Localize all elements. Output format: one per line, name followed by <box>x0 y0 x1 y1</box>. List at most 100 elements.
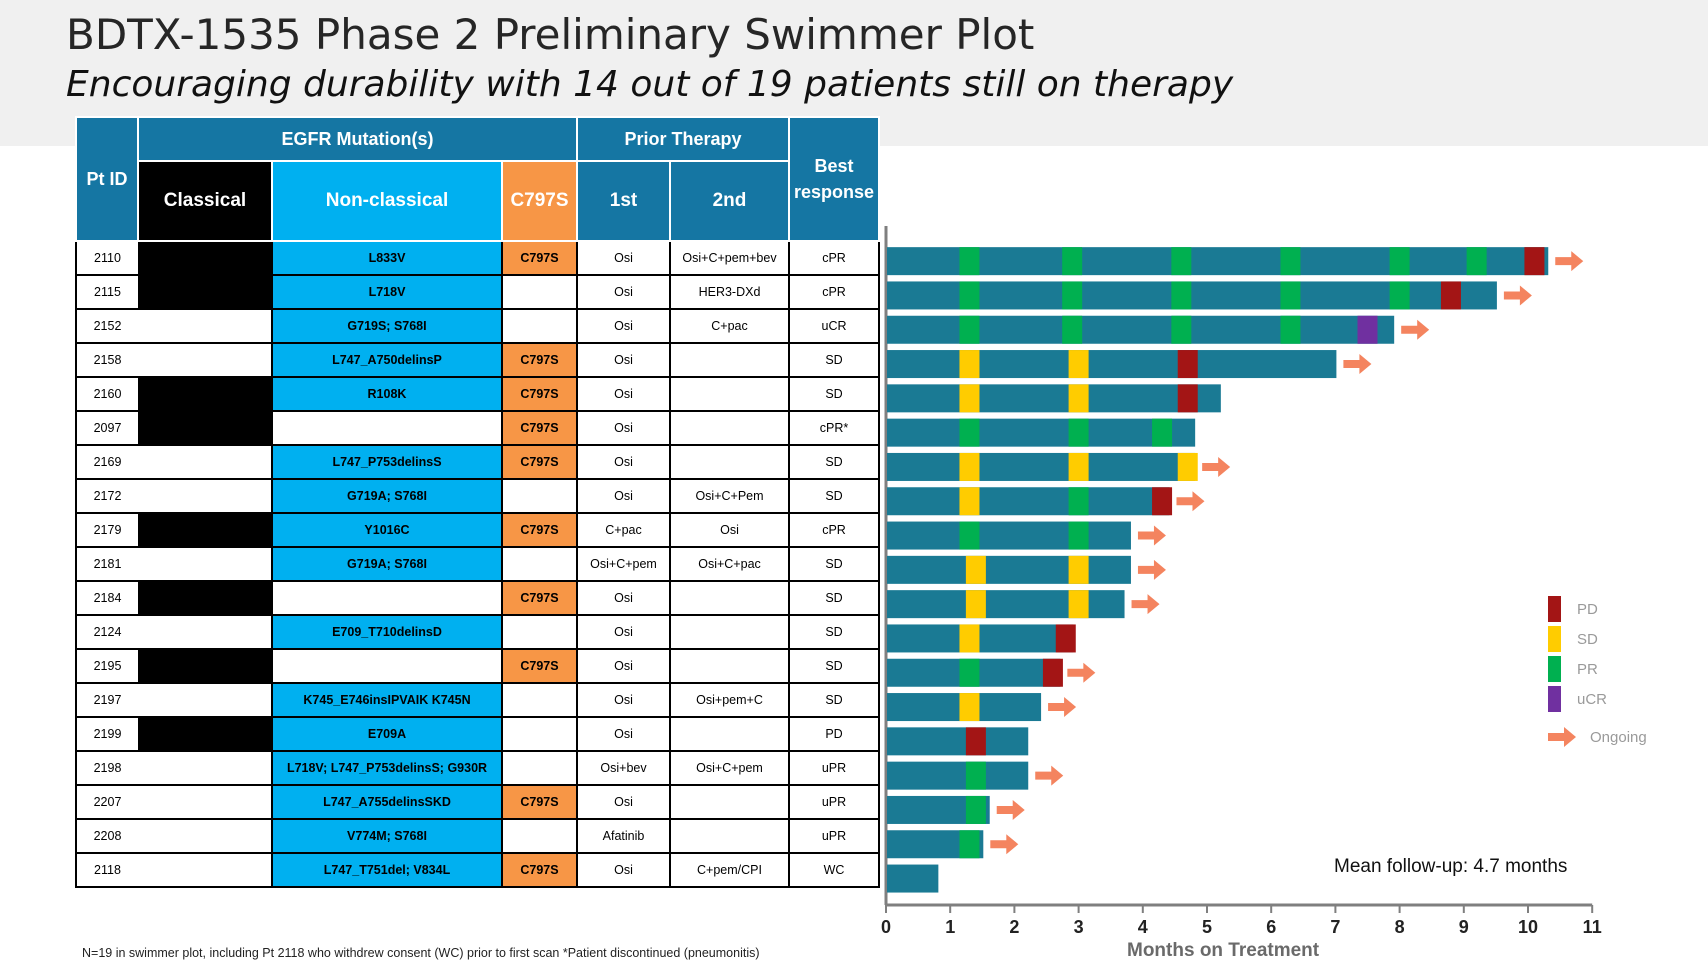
cell-nonclassical: V774M; S768I <box>271 819 502 854</box>
cell-prior-1st: Osi <box>577 445 671 480</box>
ongoing-arrow-icon <box>1176 491 1205 512</box>
cell-classical: Exon 19del <box>138 581 272 616</box>
assessment-marker-PD <box>1440 281 1461 310</box>
cell-prior-2nd <box>670 785 791 820</box>
cell-nonclassical: L833V <box>271 241 502 276</box>
x-tick-label: 5 <box>1202 917 1212 937</box>
assessment-marker-PR <box>1062 281 1083 310</box>
assessment-marker-PR <box>959 418 980 447</box>
cell-nonclassical: L747_A755delinsSKD <box>271 785 502 820</box>
cell-prior-2nd <box>670 649 791 684</box>
assessment-marker-PD <box>1524 247 1545 276</box>
cell-pt-id: 2124 <box>75 615 138 650</box>
cell-best-response: SD <box>789 479 881 514</box>
x-tick-label: 7 <box>1330 917 1340 937</box>
cell-pt-id: 2115 <box>75 275 138 310</box>
cell-best-response: SD <box>789 649 881 684</box>
table-row: 2208 V774M; S768I Afatinib uPR <box>75 819 881 854</box>
legend-item-PR: PR <box>1548 654 1668 684</box>
table-row: 2160 L858R R108K C797S Osi SD <box>75 377 881 412</box>
cell-prior-2nd <box>670 445 791 480</box>
cell-best-response: cPR <box>789 513 881 548</box>
assessment-marker-SD <box>959 452 980 481</box>
table-row: 2181 G719A; S768I Osi+C+pem Osi+C+pac SD <box>75 547 881 582</box>
cell-c797s <box>501 547 578 582</box>
assessment-marker-SD <box>1068 590 1089 619</box>
cell-prior-2nd <box>670 411 791 446</box>
cell-c797s: C797S <box>501 411 578 446</box>
assessment-marker-SD <box>1068 555 1089 584</box>
x-tick-label: 10 <box>1518 917 1538 937</box>
legend-swatch-uCR <box>1548 686 1561 712</box>
ongoing-arrow-icon <box>1048 697 1077 718</box>
assessment-marker-PR <box>1152 418 1173 447</box>
assessment-marker-SD <box>959 350 980 379</box>
cell-nonclassical: G719A; S768I <box>271 479 502 514</box>
patient-table: Pt ID EGFR Mutation(s) Prior Therapy Bes… <box>75 116 881 888</box>
cell-best-response: SD <box>789 581 881 616</box>
assessment-marker-SD <box>1068 384 1089 413</box>
cell-c797s: C797S <box>501 343 578 378</box>
assessment-marker-PD <box>1152 487 1173 516</box>
cell-classical <box>138 751 272 786</box>
cell-c797s <box>501 309 578 344</box>
cell-prior-1st: Afatinib <box>577 819 671 854</box>
cell-prior-1st: Osi+C+pem <box>577 547 671 582</box>
cell-nonclassical: L747_A750delinsP <box>271 343 502 378</box>
ongoing-arrow-icon <box>1401 319 1430 340</box>
table-row: 2169 L747_P753delinsS C797S Osi SD <box>75 445 881 480</box>
legend-label: SD <box>1577 630 1598 648</box>
cell-classical <box>138 615 272 650</box>
table-row: 2152 G719S; S768I Osi C+pac uCR <box>75 309 881 344</box>
cell-nonclassical: L718V; L747_P753delinsS; G930R <box>271 751 502 786</box>
assessment-marker-SD <box>965 555 986 584</box>
swimmer-bar-2152 <box>887 315 1395 344</box>
swimmer-bar-2124 <box>887 624 1074 653</box>
cell-prior-2nd: Osi+C+pem <box>670 751 791 786</box>
assessment-marker-PR <box>1280 281 1301 310</box>
ongoing-arrow-icon <box>1548 727 1576 747</box>
cell-best-response: SD <box>789 615 881 650</box>
header-second: 2nd <box>668 160 791 242</box>
cell-pt-id: 2195 <box>75 649 138 684</box>
cell-c797s <box>501 717 578 752</box>
cell-prior-2nd: Osi+C+pac <box>670 547 791 582</box>
cell-best-response: WC <box>789 853 881 888</box>
assessment-marker-PR <box>1280 247 1301 276</box>
assessment-marker-PR <box>959 830 980 859</box>
legend-item-PD: PD <box>1548 594 1668 624</box>
cell-prior-2nd: C+pem/CPI <box>670 853 791 888</box>
swimmer-bar-2169 <box>887 452 1196 481</box>
assessment-marker-PR <box>1062 315 1083 344</box>
cell-classical <box>138 853 272 888</box>
cell-prior-1st: Osi+bev <box>577 751 671 786</box>
cell-prior-2nd <box>670 343 791 378</box>
cell-best-response: PD <box>789 717 881 752</box>
cell-nonclassical: Y1016C <box>271 513 502 548</box>
cell-pt-id: 2097 <box>75 411 138 446</box>
swimmer-bar-2110 <box>887 247 1549 276</box>
table-row: 2158 L747_A750delinsP C797S Osi SD <box>75 343 881 378</box>
swimmer-bar-2184 <box>887 590 1125 619</box>
cell-best-response: SD <box>789 343 881 378</box>
cell-prior-2nd <box>670 581 791 616</box>
cell-prior-1st: Osi <box>577 649 671 684</box>
x-tick-label: 3 <box>1074 917 1084 937</box>
cell-classical: L858R <box>138 717 272 752</box>
cell-nonclassical <box>271 581 502 616</box>
legend-label: PD <box>1577 600 1598 618</box>
cell-nonclassical: L718V <box>271 275 502 310</box>
cell-best-response: SD <box>789 683 881 718</box>
page-title: BDTX-1535 Phase 2 Preliminary Swimmer Pl… <box>66 10 1035 59</box>
cell-pt-id: 2152 <box>75 309 138 344</box>
cell-c797s: C797S <box>501 241 578 276</box>
table-row: 2198 L718V; L747_P753delinsS; G930R Osi+be… <box>75 751 881 786</box>
cell-best-response: uCR <box>789 309 881 344</box>
swimmer-bar-2197 <box>887 693 1042 722</box>
cell-pt-id: 2208 <box>75 819 138 854</box>
cell-prior-1st: Osi <box>577 615 671 650</box>
x-tick-label: 11 <box>1583 917 1602 937</box>
ongoing-arrow-icon <box>1067 662 1096 683</box>
cell-prior-2nd <box>670 819 791 854</box>
assessment-marker-SD <box>959 487 980 516</box>
